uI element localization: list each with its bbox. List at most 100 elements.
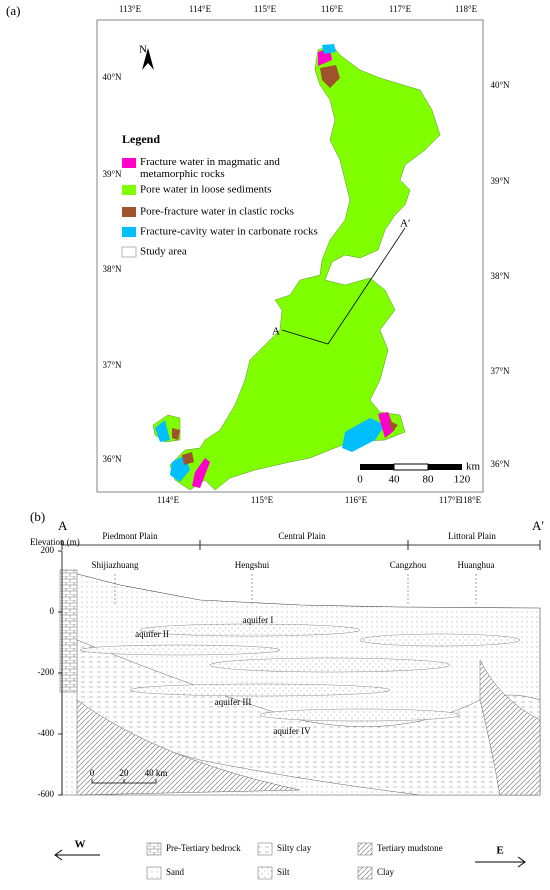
legend-swatch	[122, 227, 136, 237]
scale-label: 80	[423, 474, 435, 486]
magmatic-zone	[192, 458, 210, 488]
north-label: N	[139, 44, 147, 56]
y-axis-label: Elevation (m)	[30, 537, 80, 547]
clastic-zone	[388, 420, 398, 432]
city-label: Shijiazhuang	[92, 560, 139, 570]
aquifer-label: aquifer III	[215, 697, 252, 707]
region-label: Littoral Plain	[448, 531, 496, 541]
lat-tick-label: 36°N	[490, 459, 510, 469]
lenses	[79, 623, 521, 722]
legend-label: Silt	[277, 867, 290, 877]
y-tick-label: 0	[50, 606, 55, 616]
lat-tick-label: 36°N	[102, 454, 122, 464]
y-tick-label: -200	[38, 667, 55, 677]
region-bar	[61, 540, 541, 550]
section-end: A′	[400, 218, 410, 230]
scale-unit: km	[466, 461, 481, 473]
aquifer-label: aquifer IV	[273, 726, 311, 736]
lon-tick-label: 117°E	[439, 495, 462, 505]
legend-label: Pore-fracture water in clastic rocks	[140, 206, 294, 218]
lon-tick-label: 114°E	[189, 4, 212, 14]
legend-label: Pre-Tertiary bedrock	[166, 843, 241, 853]
carbonate-zone	[342, 418, 385, 452]
scale-label: 40	[389, 474, 401, 486]
lens	[79, 644, 281, 656]
lon-tick-label: 118°E	[459, 495, 482, 505]
y-tick-label: -400	[38, 728, 55, 738]
legend-swatch	[257, 866, 273, 880]
lon-tick-label: 113°E	[119, 4, 142, 14]
legend-swatch	[121, 246, 137, 258]
carbonate-zone	[322, 44, 336, 54]
legend-swatch	[257, 842, 273, 856]
lon-tick-label: 114°E	[157, 495, 180, 505]
mudstone-layer	[76, 699, 301, 796]
legend-label: Fracture-cavity water in carbonate rocks	[140, 226, 318, 238]
lat-tick-label: 37°N	[490, 366, 510, 376]
y-tick-label: 200	[41, 545, 55, 555]
lat-tick-label: 40°N	[490, 80, 510, 90]
study-area	[169, 44, 441, 491]
panel-label: (a)	[6, 3, 20, 18]
scale-label: 0	[357, 474, 363, 486]
scale-label: 40 km	[145, 768, 168, 778]
scale-segment	[428, 464, 462, 470]
legend-swatch	[357, 842, 373, 856]
lat-tick-label: 40°N	[102, 72, 122, 82]
legend-swatch	[122, 185, 136, 195]
legend-label: Silty clay	[277, 843, 312, 853]
bedrock	[59, 569, 78, 693]
legend-label: Fracture water in magmatic and metamorph…	[140, 156, 280, 180]
scale-label: 0	[90, 768, 95, 778]
legend-label: Sand	[166, 867, 185, 877]
lat-tick-label: 38°N	[490, 271, 510, 281]
lat-tick-label: 38°N	[102, 264, 122, 274]
north-arrow	[142, 48, 154, 70]
lon-tick-label: 116°E	[321, 4, 344, 14]
legend-swatch	[357, 866, 373, 880]
legend-label: Tertiary mudstone	[377, 843, 443, 853]
east-arrow	[475, 856, 526, 868]
region-label: Central Plain	[278, 531, 326, 541]
clastic-zone	[182, 452, 194, 465]
city-label: Hengshui	[235, 560, 270, 570]
clay-layer	[479, 659, 541, 796]
magmatic-zone	[378, 412, 395, 438]
section-line	[281, 227, 406, 345]
lat-tick-label: 39°N	[490, 176, 510, 186]
legend-swatch	[122, 207, 136, 217]
lon-tick-label: 117°E	[389, 4, 412, 14]
clastic-zone	[320, 65, 340, 88]
scale-bar	[91, 779, 157, 784]
silty-clay-layer	[76, 639, 541, 796]
city-label: Huanghua	[458, 560, 495, 570]
lens	[359, 633, 521, 647]
legend-label: Study area	[140, 246, 187, 258]
lon-tick-label: 118°E	[455, 4, 478, 14]
legend-label-box: Fracture water in magmatic and metamorph…	[140, 156, 280, 180]
section-start: A	[272, 326, 280, 338]
aquifer-label: aquifer I	[243, 615, 274, 625]
lens	[129, 683, 391, 697]
legend-title: Legend	[122, 132, 160, 146]
lon-tick-label: 116°E	[345, 495, 368, 505]
lens	[259, 708, 461, 722]
west-label: W	[75, 839, 86, 851]
west-arrow	[54, 849, 100, 861]
lat-tick-label: 39°N	[102, 169, 122, 179]
scale-segment	[360, 464, 394, 470]
lat-tick-label: 37°N	[102, 360, 122, 370]
region-label: Piedmont Plain	[102, 531, 158, 541]
clastic-zone	[172, 428, 180, 440]
legend-swatch	[122, 158, 136, 168]
y-tick-label: -600	[38, 789, 55, 799]
scale-label: 120	[454, 474, 471, 486]
legend-swatch	[146, 842, 162, 856]
legend-swatch	[146, 866, 162, 880]
carbonate-zone	[155, 420, 170, 442]
lon-tick-label: 115°E	[251, 495, 274, 505]
panel-label: (b)	[30, 509, 45, 524]
scale-segment	[393, 463, 429, 471]
east-label: E	[496, 845, 503, 857]
